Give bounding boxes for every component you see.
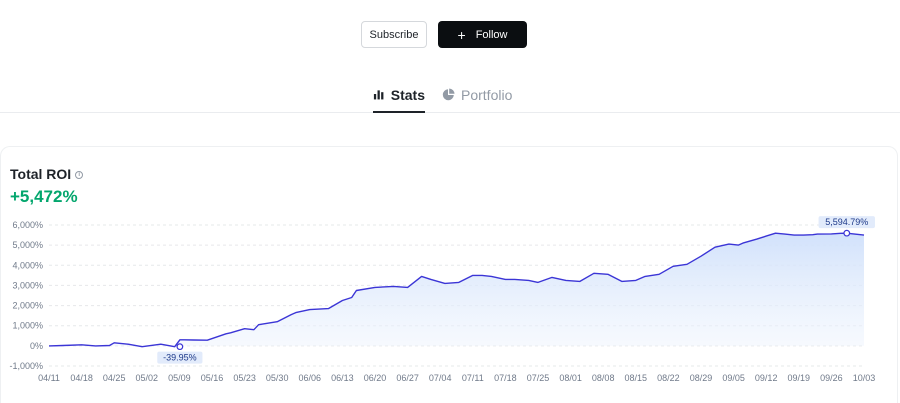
x-tick-label: 08/29 <box>690 373 713 383</box>
annotation-point <box>843 229 851 237</box>
roi-area-fill <box>49 233 864 347</box>
info-icon[interactable]: i <box>75 170 84 179</box>
x-tick-label: 09/26 <box>820 373 843 383</box>
follow-button[interactable]: + Follow <box>438 21 527 48</box>
tab-portfolio[interactable]: Portfolio <box>442 83 512 113</box>
x-tick-label: 06/20 <box>364 373 387 383</box>
x-tick-label: 05/16 <box>201 373 224 383</box>
x-tick-label: 08/01 <box>559 373 582 383</box>
y-tick-label: 1,000% <box>12 321 43 331</box>
y-tick-label: 2,000% <box>12 301 43 311</box>
x-tick-label: 09/12 <box>755 373 778 383</box>
roi-series-line <box>48 232 865 348</box>
x-tick-label: 05/23 <box>233 373 256 383</box>
plus-icon: + <box>457 26 466 43</box>
roi-title: Total ROI i <box>10 166 84 182</box>
pie-chart-icon <box>442 88 455 101</box>
x-tick-label: 09/05 <box>722 373 745 383</box>
x-tick-label: 08/22 <box>657 373 680 383</box>
x-tick-label: 09/19 <box>788 373 811 383</box>
x-tick-label: 04/25 <box>103 373 126 383</box>
y-tick-label: 4,000% <box>12 260 43 270</box>
roi-card <box>0 146 898 403</box>
annotation-label-bg <box>818 216 875 229</box>
tab-stats-label: Stats <box>390 87 425 103</box>
profile-actions: Subscribe + Follow <box>0 21 900 49</box>
x-tick-label: 07/11 <box>462 373 484 383</box>
x-tick-label: 07/04 <box>429 373 452 383</box>
x-tick-label: 07/25 <box>527 373 550 383</box>
x-tick-label: 08/08 <box>592 373 615 383</box>
subscribe-button[interactable]: Subscribe <box>361 21 427 48</box>
annotation-label: -39.95% <box>163 353 197 363</box>
tab-bar: Stats Portfolio <box>0 83 900 113</box>
x-tick-label: 06/27 <box>396 373 419 383</box>
x-tick-label: 05/09 <box>168 373 191 383</box>
annotation-point <box>176 343 184 351</box>
y-tick-label: -1,000% <box>9 361 43 371</box>
x-tick-label: 05/02 <box>136 373 159 383</box>
x-tick-label: 08/15 <box>625 373 648 383</box>
tab-portfolio-label: Portfolio <box>461 87 513 103</box>
x-tick-label: 10/03 <box>853 373 876 383</box>
roi-chart: -1,000% 0% 1,000% 2,000% 3,000% 4,000% 5,000% 6… <box>9 216 876 383</box>
x-tick-label: 04/18 <box>70 373 93 383</box>
roi-value: +5,472% <box>10 187 78 206</box>
bar-chart-icon <box>373 90 384 100</box>
y-tick-label: 6,000% <box>12 220 43 230</box>
tab-stats[interactable]: Stats <box>373 83 425 113</box>
y-tick-label: 0% <box>30 341 43 351</box>
annotation-label: 5,594.79% <box>825 217 868 227</box>
x-tick-label: 04/11 <box>38 373 60 383</box>
annotation-label-bg <box>157 351 203 364</box>
x-tick-label: 05/30 <box>266 373 289 383</box>
x-tick-label: 06/13 <box>331 373 354 383</box>
y-tick-label: 3,000% <box>12 280 43 290</box>
roi-title-text: Total ROI <box>10 166 72 182</box>
y-tick-label: 5,000% <box>12 240 43 250</box>
x-tick-label: 07/18 <box>494 373 517 383</box>
x-tick-label: 06/06 <box>299 373 322 383</box>
follow-label: Follow <box>475 28 508 41</box>
